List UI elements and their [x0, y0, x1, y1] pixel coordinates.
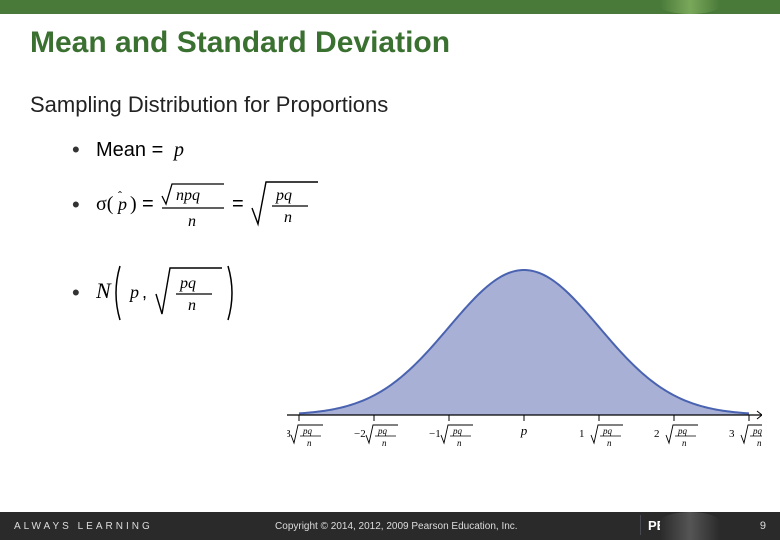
svg-text:=: =: [142, 193, 154, 215]
svg-text:n: n: [382, 438, 387, 448]
svg-text:n: n: [307, 438, 312, 448]
formula-mean: Mean = p: [96, 136, 216, 164]
svg-text:p: p: [128, 282, 139, 302]
page-subtitle: Sampling Distribution for Proportions: [0, 60, 780, 118]
svg-text:n: n: [284, 209, 292, 226]
svg-text:n: n: [757, 438, 762, 448]
svg-text:N: N: [96, 278, 112, 303]
formula-sigma: σ( p ˆ ) = npq n = pq n: [96, 178, 356, 232]
svg-text:−2: −2: [354, 428, 366, 440]
normal-curve-chart: −3 pq n −2 pq n −1 pq n p 1 pq n 2 pq n 3 pq n: [287, 260, 762, 460]
svg-text:1: 1: [579, 428, 585, 440]
bullet-dot: •: [72, 137, 82, 163]
bullet-1: • Mean = p: [72, 136, 780, 164]
svg-text:Mean =: Mean =: [96, 139, 163, 161]
svg-text:−1: −1: [429, 428, 441, 440]
footer-accent: [660, 512, 720, 540]
svg-text:,: ,: [142, 282, 147, 302]
bullet-dot: •: [72, 280, 82, 306]
svg-text:pq: pq: [602, 426, 613, 436]
page-number: 9: [760, 520, 766, 532]
svg-text:n: n: [188, 213, 196, 230]
svg-text:n: n: [607, 438, 612, 448]
svg-text:pq: pq: [377, 426, 388, 436]
svg-text:pq: pq: [677, 426, 688, 436]
svg-text:p: p: [520, 423, 528, 438]
bullet-dot: •: [72, 192, 82, 218]
svg-text:pq: pq: [452, 426, 463, 436]
svg-text:ˆ: ˆ: [118, 189, 122, 203]
svg-text:p: p: [172, 139, 184, 161]
footer-copyright: Copyright © 2014, 2012, 2009 Pearson Edu…: [275, 521, 518, 532]
formula-normal: N p , pq n: [96, 258, 276, 328]
svg-text:3: 3: [729, 428, 735, 440]
svg-text:=: =: [232, 193, 244, 215]
svg-text:n: n: [188, 297, 196, 314]
page-title: Mean and Standard Deviation: [0, 14, 780, 60]
svg-text:): ): [130, 193, 137, 215]
bullet-2: • σ( p ˆ ) = npq n = pq n: [72, 178, 780, 232]
svg-text:n: n: [682, 438, 687, 448]
svg-text:npq: npq: [176, 187, 200, 204]
svg-text:pq: pq: [275, 187, 292, 204]
svg-text:2: 2: [654, 428, 660, 440]
svg-text:pq: pq: [302, 426, 313, 436]
footer-tagline: ALWAYS LEARNING: [14, 521, 153, 532]
svg-text:n: n: [457, 438, 462, 448]
svg-text:pq: pq: [752, 426, 762, 436]
svg-text:pq: pq: [179, 275, 196, 292]
svg-text:−3: −3: [287, 428, 291, 440]
svg-text:σ(: σ(: [96, 193, 114, 215]
